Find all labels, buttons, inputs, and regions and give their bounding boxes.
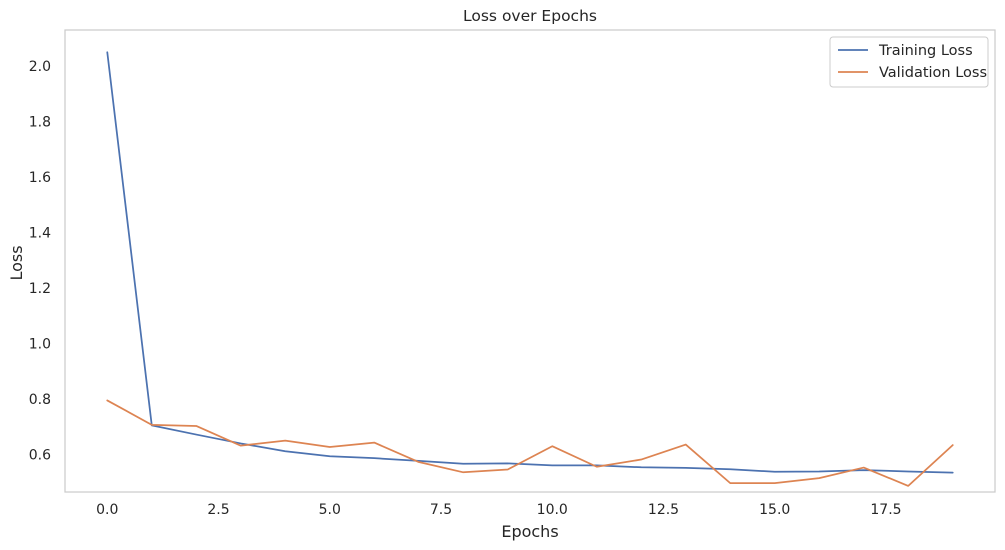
- y-tick-label: 1.4: [29, 226, 51, 242]
- y-tick-label: 0.6: [29, 448, 51, 464]
- x-tick-label: 0.0: [96, 502, 118, 518]
- y-tick-label: 1.8: [29, 115, 51, 131]
- legend-label: Training Loss: [878, 43, 973, 59]
- y-tick-label: 1.0: [29, 337, 51, 353]
- x-tick-label: 2.5: [207, 502, 229, 518]
- plot-frame: [64, 29, 996, 493]
- chart-title: Loss over Epochs: [463, 7, 597, 25]
- x-axis-title: Epochs: [501, 522, 558, 541]
- x-tick-label: 10.0: [537, 502, 568, 518]
- legend-box: [829, 36, 989, 88]
- plot-area: 0.0 2.5 5.0 7.5 10.0 12.5 15.0 17.5 0.6 0.8 1.0 1.2…: [29, 29, 996, 518]
- x-tick-label: 12.5: [648, 502, 679, 518]
- y-tick-label: 2.0: [29, 59, 51, 75]
- y-tick-label: 0.8: [29, 392, 51, 408]
- x-tick-label: 17.5: [870, 502, 901, 518]
- y-tick-label: 1.2: [29, 281, 51, 297]
- legend-label: Validation Loss: [879, 65, 987, 81]
- x-tick-label: 7.5: [430, 502, 452, 518]
- x-tick-label: 15.0: [759, 502, 790, 518]
- x-tick-label: 5.0: [319, 502, 341, 518]
- series-line-validation-loss: [106, 399, 954, 487]
- y-tick-label: 1.6: [29, 170, 51, 186]
- legend: Training Loss Validation Loss: [829, 36, 989, 88]
- y-axis-title: Loss: [7, 245, 26, 280]
